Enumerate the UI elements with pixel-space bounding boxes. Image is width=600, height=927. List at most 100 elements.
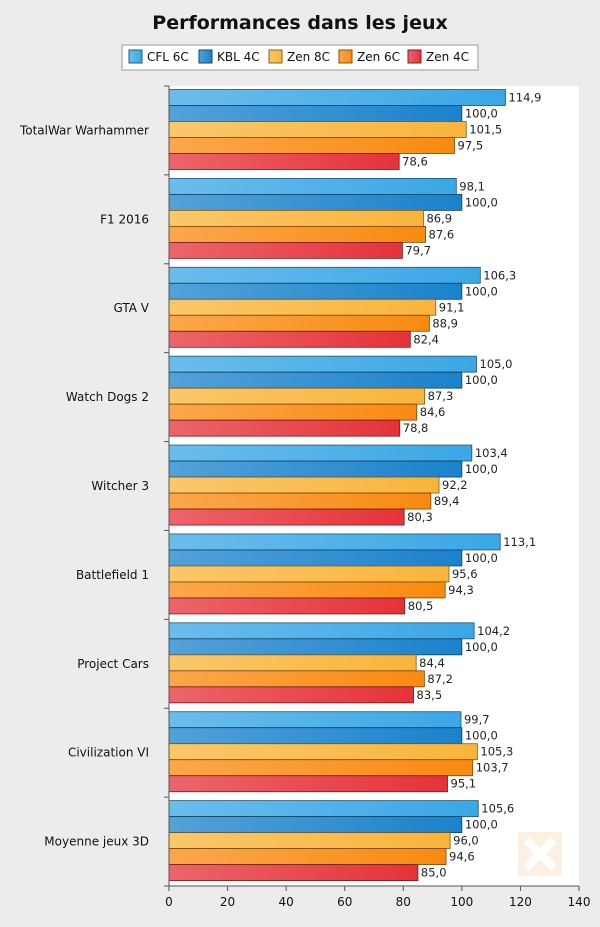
x-tick-label: 20 bbox=[220, 895, 235, 909]
bar bbox=[168, 105, 463, 122]
value-label: 84,6 bbox=[420, 405, 446, 419]
legend-label: Zen 8C bbox=[287, 50, 330, 64]
legend-item: Zen 8C bbox=[268, 49, 330, 64]
value-label: 80,3 bbox=[407, 510, 433, 524]
value-label: 84,4 bbox=[419, 656, 445, 670]
category-group: Battlefield 1 113,1 100,0 95,6 94,3 80,5 bbox=[76, 533, 536, 615]
value-label: 101,5 bbox=[469, 123, 502, 137]
value-label: 95,6 bbox=[452, 567, 478, 581]
bar bbox=[168, 686, 414, 704]
value-label: 87,2 bbox=[427, 672, 453, 686]
category-label: Moyenne jeux 3D bbox=[44, 835, 149, 849]
value-label: 100,0 bbox=[465, 818, 498, 832]
bar bbox=[168, 549, 463, 567]
value-label: 80,5 bbox=[408, 599, 434, 613]
value-label: 97,5 bbox=[458, 139, 484, 153]
category-label: TotalWar Warhammer bbox=[19, 123, 149, 137]
category-group: Civilization VI 99,7 100,0 105,3 103,7 95,1 bbox=[68, 711, 513, 793]
bar bbox=[168, 330, 411, 348]
value-label: 100,0 bbox=[465, 284, 498, 298]
bar bbox=[168, 444, 473, 462]
value-label: 100,0 bbox=[465, 373, 498, 387]
legend-item: KBL 4C bbox=[198, 49, 260, 64]
value-label: 100,0 bbox=[465, 551, 498, 565]
legend-label: Zen 6C bbox=[357, 50, 400, 64]
category-group: GTA V 106,3 100,091,1 88,9 82,4 bbox=[113, 266, 516, 348]
bar bbox=[168, 121, 467, 138]
category-label: Witcher 3 bbox=[91, 479, 149, 493]
bar bbox=[168, 711, 462, 729]
legend-item: Zen 4C bbox=[407, 49, 469, 64]
category-label: Battlefield 1 bbox=[76, 568, 149, 582]
bar bbox=[168, 137, 455, 154]
legend-swatch bbox=[198, 49, 213, 64]
bar bbox=[168, 727, 463, 745]
category-label: Civilization VI bbox=[68, 746, 149, 760]
legend: CFL 6C KBL 4C Zen 8C Zen 6C Zen 4C bbox=[121, 44, 479, 71]
legend-swatch bbox=[407, 49, 422, 64]
value-label: 95,1 bbox=[451, 777, 477, 791]
value-label: 94,3 bbox=[448, 583, 474, 597]
value-label: 78,6 bbox=[402, 155, 428, 169]
value-label: 104,2 bbox=[477, 624, 510, 638]
value-label: 98,1 bbox=[459, 179, 485, 193]
value-label: 91,1 bbox=[439, 300, 465, 314]
category-group: Moyenne jeux 3D 105,6 100,0 96,0 94,685,0 bbox=[44, 800, 514, 882]
chart-title: Performances dans les jeux bbox=[152, 12, 447, 34]
bar bbox=[168, 241, 403, 259]
x-tick-label: 140 bbox=[568, 895, 591, 909]
bar bbox=[168, 89, 506, 106]
legend-swatch bbox=[128, 49, 143, 64]
legend-item: CFL 6C bbox=[128, 49, 189, 64]
value-label: 79,7 bbox=[405, 243, 431, 257]
bar bbox=[168, 800, 479, 818]
value-label: 100,0 bbox=[465, 195, 498, 209]
x-tick-label: 100 bbox=[450, 895, 473, 909]
bar bbox=[168, 355, 477, 373]
value-label: 82,4 bbox=[413, 332, 439, 346]
category-label: Watch Dogs 2 bbox=[66, 390, 149, 404]
bar bbox=[168, 209, 424, 227]
value-label: 89,4 bbox=[434, 494, 460, 508]
category-group: TotalWar Warhammer 114,9 100,0 101,5 97,5 78,… bbox=[19, 89, 541, 170]
bar bbox=[168, 371, 463, 389]
value-label: 100,0 bbox=[465, 640, 498, 654]
bar bbox=[168, 565, 450, 583]
bar bbox=[168, 298, 437, 316]
value-label: 94,6 bbox=[449, 850, 475, 864]
value-label: 105,0 bbox=[480, 357, 513, 371]
value-label: 105,6 bbox=[481, 802, 514, 816]
value-label: 106,3 bbox=[483, 268, 516, 282]
value-label: 114,9 bbox=[508, 91, 541, 105]
value-label: 100,0 bbox=[465, 729, 498, 743]
legend-label: KBL 4C bbox=[217, 50, 260, 64]
value-label: 87,6 bbox=[429, 227, 455, 241]
legend-item: Zen 6C bbox=[338, 49, 400, 64]
bar bbox=[168, 314, 430, 332]
category-label: F1 2016 bbox=[100, 212, 149, 226]
bar bbox=[168, 759, 474, 777]
x-tick-label: 120 bbox=[509, 895, 532, 909]
value-label: 99,7 bbox=[464, 713, 490, 727]
value-label: 113,1 bbox=[503, 535, 536, 549]
legend-swatch bbox=[268, 49, 283, 64]
bar bbox=[168, 460, 463, 478]
value-label: 88,9 bbox=[432, 316, 458, 330]
bar bbox=[168, 508, 405, 526]
bar bbox=[168, 492, 432, 510]
bar bbox=[168, 387, 426, 405]
bar bbox=[168, 743, 478, 761]
category-label: GTA V bbox=[113, 301, 149, 315]
bar bbox=[168, 476, 440, 494]
x-tick-label: 0 bbox=[165, 895, 173, 909]
bar bbox=[168, 225, 426, 243]
value-label: 103,7 bbox=[476, 761, 509, 775]
x-tick-label: 80 bbox=[396, 895, 411, 909]
bar bbox=[168, 622, 475, 640]
value-label: 92,2 bbox=[442, 478, 468, 492]
x-tick-label: 40 bbox=[279, 895, 294, 909]
bar bbox=[168, 864, 419, 882]
value-label: 100,0 bbox=[465, 462, 498, 476]
bar bbox=[168, 153, 400, 170]
